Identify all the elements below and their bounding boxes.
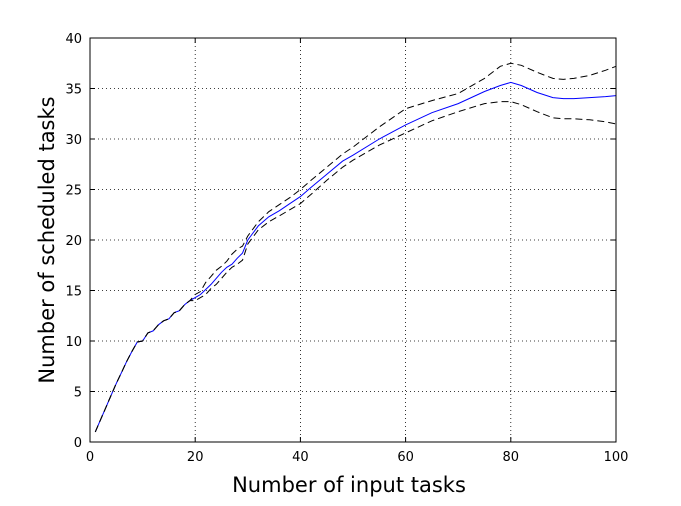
x-tick-label: 100 — [604, 450, 629, 465]
grid-lines — [90, 38, 616, 442]
x-tick-label: 80 — [503, 450, 520, 465]
x-axis-label: Number of input tasks — [232, 473, 466, 497]
y-tick-labels: 0 5 10 15 20 25 30 35 40 — [65, 32, 82, 451]
plot-area — [90, 38, 616, 442]
y-tick-label: 15 — [65, 285, 82, 300]
y-tick-label: 25 — [65, 184, 82, 199]
x-tick-label: 60 — [397, 450, 414, 465]
axis-ticks — [89, 37, 617, 443]
y-tick-label: 20 — [65, 234, 82, 249]
y-tick-label: 0 — [74, 436, 82, 451]
series-line-dashed-2 — [94, 101, 617, 433]
x-tick-label: 40 — [292, 450, 309, 465]
x-tick-label: 0 — [86, 450, 94, 465]
series-lines — [94, 62, 617, 433]
y-tick-label: 40 — [65, 32, 82, 47]
x-tick-labels: 0 20 40 60 80 100 — [86, 450, 629, 465]
y-tick-label: 30 — [65, 133, 82, 148]
x-tick-label: 20 — [187, 450, 204, 465]
y-tick-label: 5 — [74, 386, 82, 401]
y-tick-label: 10 — [65, 335, 82, 350]
y-axis-label: Number of scheduled tasks — [35, 96, 59, 383]
y-tick-label: 35 — [65, 83, 82, 98]
